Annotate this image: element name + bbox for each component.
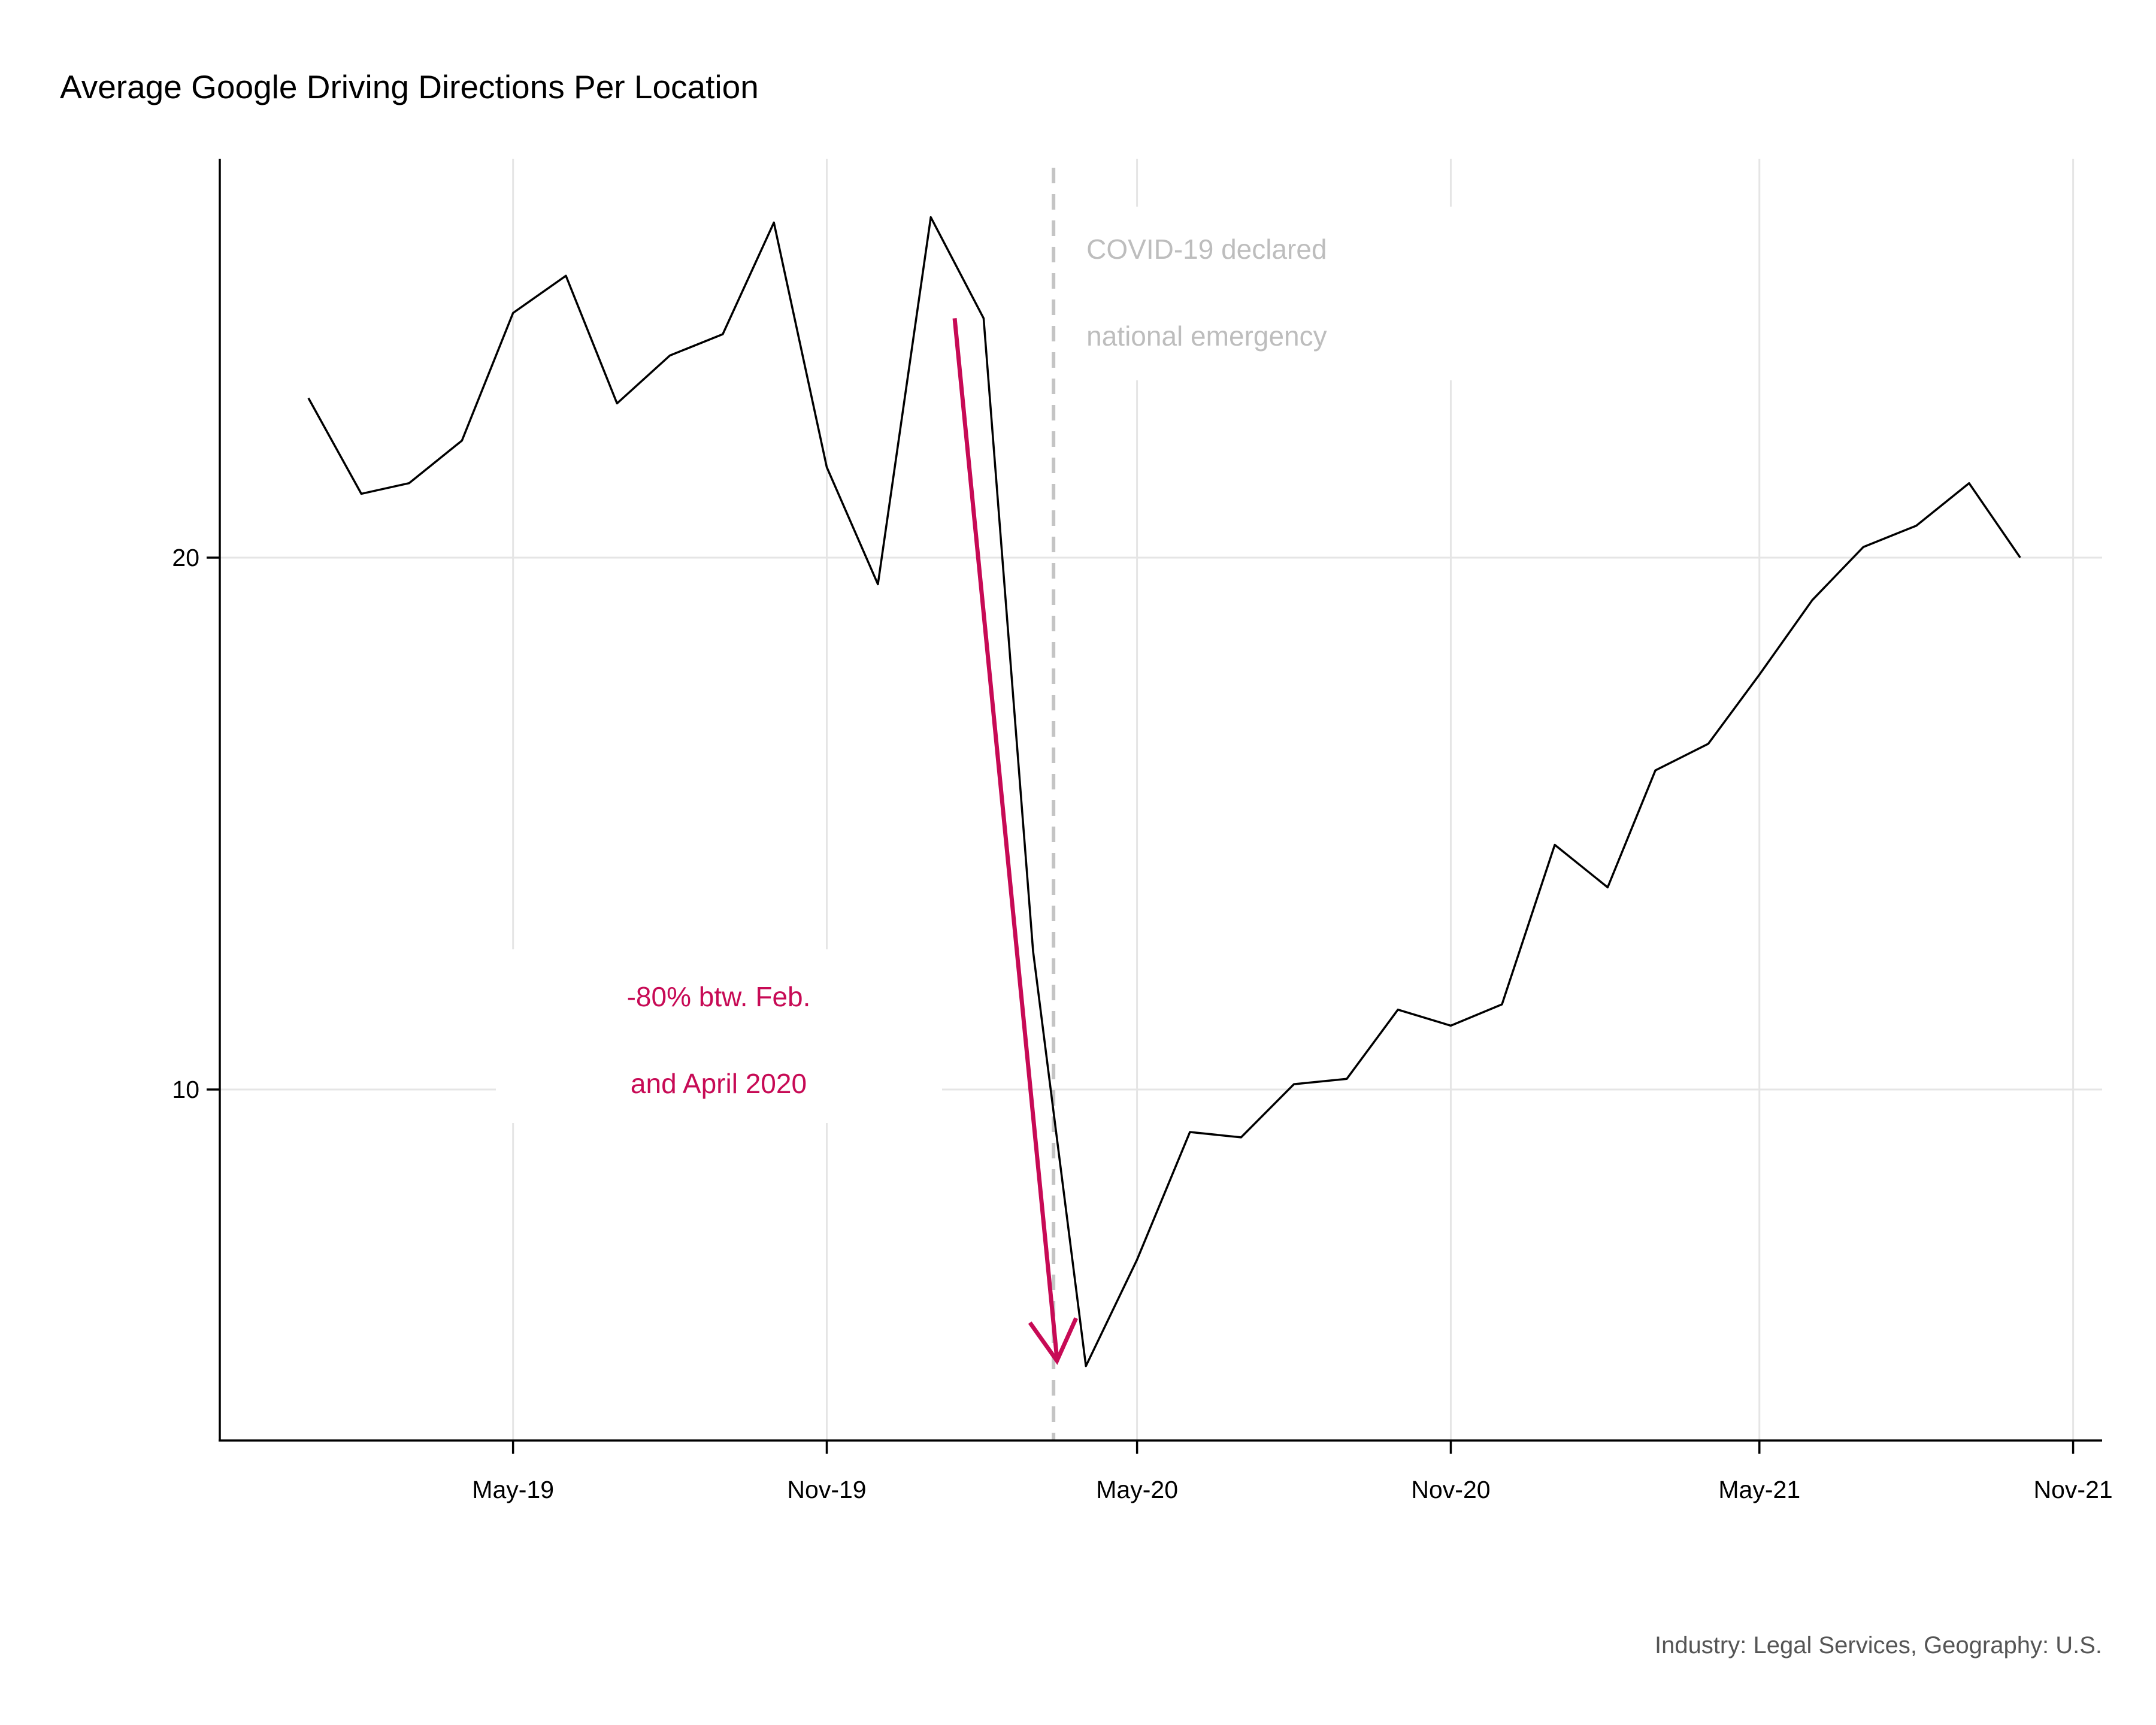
drop-label-background	[496, 949, 942, 1123]
x-tick-label: Nov-20	[1411, 1476, 1490, 1503]
drop-arrow-shaft	[952, 318, 1059, 1359]
emergency-label-line1: COVID-19 declared	[1086, 234, 1327, 265]
x-tick-label: Nov-21	[2034, 1476, 2113, 1503]
emergency-label-line2: national emergency	[1086, 320, 1327, 352]
emergency-line-group: COVID-19 declared national emergency	[1052, 168, 1599, 1440]
y-tick-label: 10	[172, 1076, 199, 1103]
emergency-label-background	[1071, 207, 1599, 380]
y-tick-label: 20	[172, 544, 199, 571]
series-group	[307, 216, 2021, 1367]
drop-arrow-head	[1028, 1317, 1078, 1365]
y-ticks: 10 20	[172, 544, 220, 1103]
x-tick-label: May-20	[1096, 1476, 1178, 1503]
series-line	[307, 216, 2021, 1367]
x-tick-label: May-21	[1718, 1476, 1800, 1503]
chart-title: Average Google Driving Directions Per Lo…	[60, 68, 759, 105]
chart-caption: Industry: Legal Services, Geography: U.S…	[1655, 1632, 2102, 1659]
x-tick-label: Nov-19	[787, 1476, 866, 1503]
drop-label-line2: and April 2020	[631, 1068, 807, 1099]
annotation-group: -80% btw. Feb. and April 2020	[496, 318, 1078, 1365]
x-tick-label: May-19	[472, 1476, 554, 1503]
x-ticks: May-19 Nov-19 May-20 Nov-20 May-21 Nov-21	[472, 1440, 2113, 1503]
drop-label-line1: -80% btw. Feb.	[627, 981, 811, 1012]
